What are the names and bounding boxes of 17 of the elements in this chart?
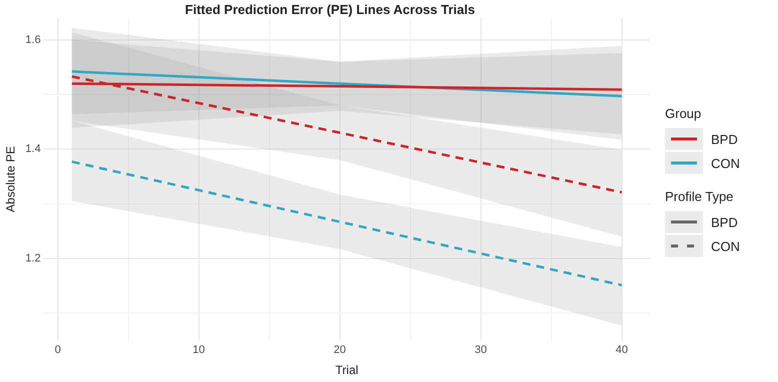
text: BPD <box>711 214 738 230</box>
y-axis-title: Absolute PE <box>4 146 18 212</box>
x-tick-label: 10 <box>192 344 205 356</box>
x-tick-label: 40 <box>616 344 628 356</box>
x-tick-label: 30 <box>474 344 487 356</box>
x-tick-label: 20 <box>334 344 346 356</box>
legend-label: BPD <box>711 132 738 146</box>
chart-title: Fitted Prediction Error (PE) Lines Across Trials <box>184 2 476 17</box>
y-tick-label: 1.4 <box>25 143 41 156</box>
x-tick-label: 0 <box>54 344 61 356</box>
legend-title: Group <box>665 106 702 121</box>
y-tick-label: 1.2 <box>25 252 41 264</box>
x-axis-title: Trial <box>335 363 358 378</box>
text: Profile Type <box>665 189 734 204</box>
legend-label: CON <box>711 156 740 170</box>
text: CON <box>711 238 740 254</box>
y-tick-label: 1.6 <box>25 34 41 46</box>
